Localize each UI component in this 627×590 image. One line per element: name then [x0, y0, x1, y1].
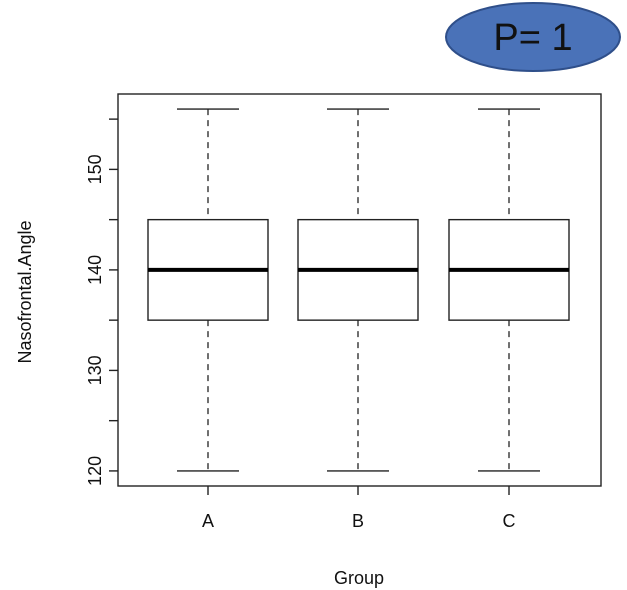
x-tick-label: C — [503, 511, 516, 531]
y-tick-label: 130 — [85, 355, 105, 385]
badge-ellipse — [445, 2, 621, 72]
badge-text: P= 1 — [493, 17, 572, 59]
x-tick-label: B — [352, 511, 364, 531]
y-tick-label: 140 — [85, 255, 105, 285]
y-axis-title: Nasofrontal.Angle — [15, 220, 35, 363]
plot-frame — [117, 93, 602, 487]
boxplot: 120 130 140 150 A B C — [85, 93, 602, 531]
p-value-badge: P= 1 — [445, 2, 621, 72]
x-axis-title: Group — [334, 568, 384, 588]
y-tick-label: 120 — [85, 456, 105, 486]
y-tick-label: 150 — [85, 154, 105, 184]
x-tick-label: A — [202, 511, 214, 531]
